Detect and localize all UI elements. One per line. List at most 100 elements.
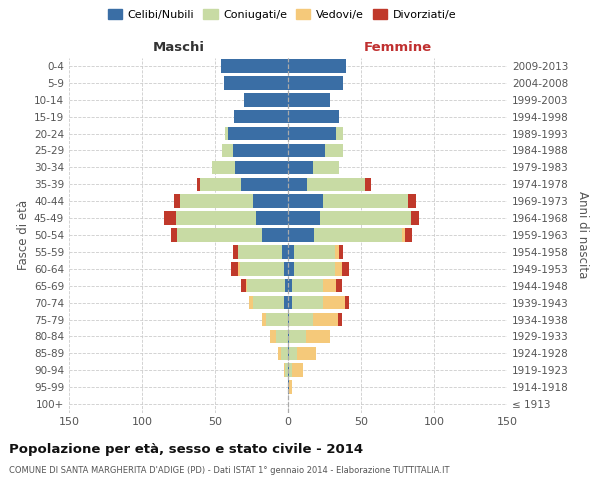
Bar xyxy=(197,178,288,191)
Bar xyxy=(288,93,331,106)
Bar xyxy=(288,279,336,292)
Bar xyxy=(288,380,292,394)
Bar xyxy=(288,364,292,377)
Bar xyxy=(288,313,342,326)
Bar xyxy=(241,279,288,292)
Bar xyxy=(288,160,339,174)
Bar xyxy=(256,212,288,225)
Bar xyxy=(288,262,349,276)
Bar xyxy=(244,93,288,106)
Bar xyxy=(277,330,288,343)
Bar xyxy=(288,296,292,310)
Bar xyxy=(285,279,288,292)
Bar xyxy=(200,178,288,191)
Bar xyxy=(234,110,288,124)
Bar xyxy=(288,59,346,72)
Bar xyxy=(288,262,335,276)
Bar xyxy=(288,110,339,124)
Bar xyxy=(288,93,331,106)
Bar xyxy=(278,346,288,360)
Bar xyxy=(288,245,335,258)
Bar xyxy=(288,346,289,360)
Bar xyxy=(177,228,288,242)
Bar xyxy=(288,330,289,343)
Bar xyxy=(177,228,288,242)
Bar xyxy=(284,364,288,377)
Bar xyxy=(288,262,294,276)
Bar xyxy=(281,346,288,360)
Bar xyxy=(288,296,345,310)
Bar xyxy=(288,194,408,208)
Bar xyxy=(288,245,339,258)
Bar xyxy=(288,212,410,225)
Bar xyxy=(234,110,288,124)
Bar xyxy=(221,59,288,72)
Bar xyxy=(223,144,288,157)
Bar xyxy=(288,178,371,191)
Bar xyxy=(288,76,343,90)
Bar xyxy=(278,346,288,360)
Text: Popolazione per età, sesso e stato civile - 2014: Popolazione per età, sesso e stato civil… xyxy=(9,442,363,456)
Bar xyxy=(253,194,288,208)
Bar xyxy=(288,93,331,106)
Bar xyxy=(288,110,339,124)
Bar xyxy=(224,76,288,90)
Text: COMUNE DI SANTA MARGHERITA D'ADIGE (PD) - Dati ISTAT 1° gennaio 2014 - Elaborazi: COMUNE DI SANTA MARGHERITA D'ADIGE (PD) … xyxy=(9,466,449,475)
Bar xyxy=(288,93,331,106)
Bar xyxy=(288,364,302,377)
Bar xyxy=(221,59,288,72)
Bar xyxy=(253,296,288,310)
Bar xyxy=(288,279,292,292)
Bar xyxy=(288,296,323,310)
Bar xyxy=(288,59,346,72)
Legend: Celibi/Nubili, Coniugati/e, Vedovi/e, Divorziati/e: Celibi/Nubili, Coniugati/e, Vedovi/e, Di… xyxy=(104,6,460,23)
Bar xyxy=(288,346,316,360)
Bar xyxy=(224,76,288,90)
Bar xyxy=(288,76,343,90)
Bar xyxy=(288,144,343,157)
Bar xyxy=(245,279,288,292)
Bar xyxy=(288,380,292,394)
Bar xyxy=(288,59,346,72)
Bar xyxy=(288,228,412,242)
Bar xyxy=(244,93,288,106)
Bar xyxy=(271,330,288,343)
Bar xyxy=(288,110,339,124)
Bar xyxy=(288,380,289,394)
Bar xyxy=(225,127,288,140)
Bar xyxy=(288,127,343,140)
Bar xyxy=(180,194,288,208)
Bar xyxy=(288,178,307,191)
Bar xyxy=(288,178,365,191)
Bar xyxy=(288,313,289,326)
Bar xyxy=(288,364,302,377)
Bar xyxy=(288,245,294,258)
Bar xyxy=(262,313,288,326)
Bar xyxy=(288,364,289,377)
Bar xyxy=(288,279,342,292)
Bar xyxy=(288,59,346,72)
Bar xyxy=(288,212,419,225)
Bar xyxy=(288,160,313,174)
Bar xyxy=(271,330,288,343)
Bar xyxy=(231,262,288,276)
Bar xyxy=(238,262,288,276)
Bar xyxy=(224,76,288,90)
Bar xyxy=(225,127,288,140)
Bar xyxy=(234,110,288,124)
Bar xyxy=(248,296,288,310)
Bar xyxy=(288,194,408,208)
Bar xyxy=(288,330,305,343)
Bar xyxy=(266,313,288,326)
Bar xyxy=(288,228,402,242)
Y-axis label: Anni di nascita: Anni di nascita xyxy=(575,192,589,278)
Bar xyxy=(288,76,343,90)
Bar xyxy=(225,127,288,140)
Bar xyxy=(285,364,288,377)
Bar xyxy=(247,279,288,292)
Bar xyxy=(238,245,288,258)
Bar xyxy=(288,194,323,208)
Bar xyxy=(241,178,288,191)
Bar xyxy=(224,76,288,90)
Bar xyxy=(288,313,313,326)
